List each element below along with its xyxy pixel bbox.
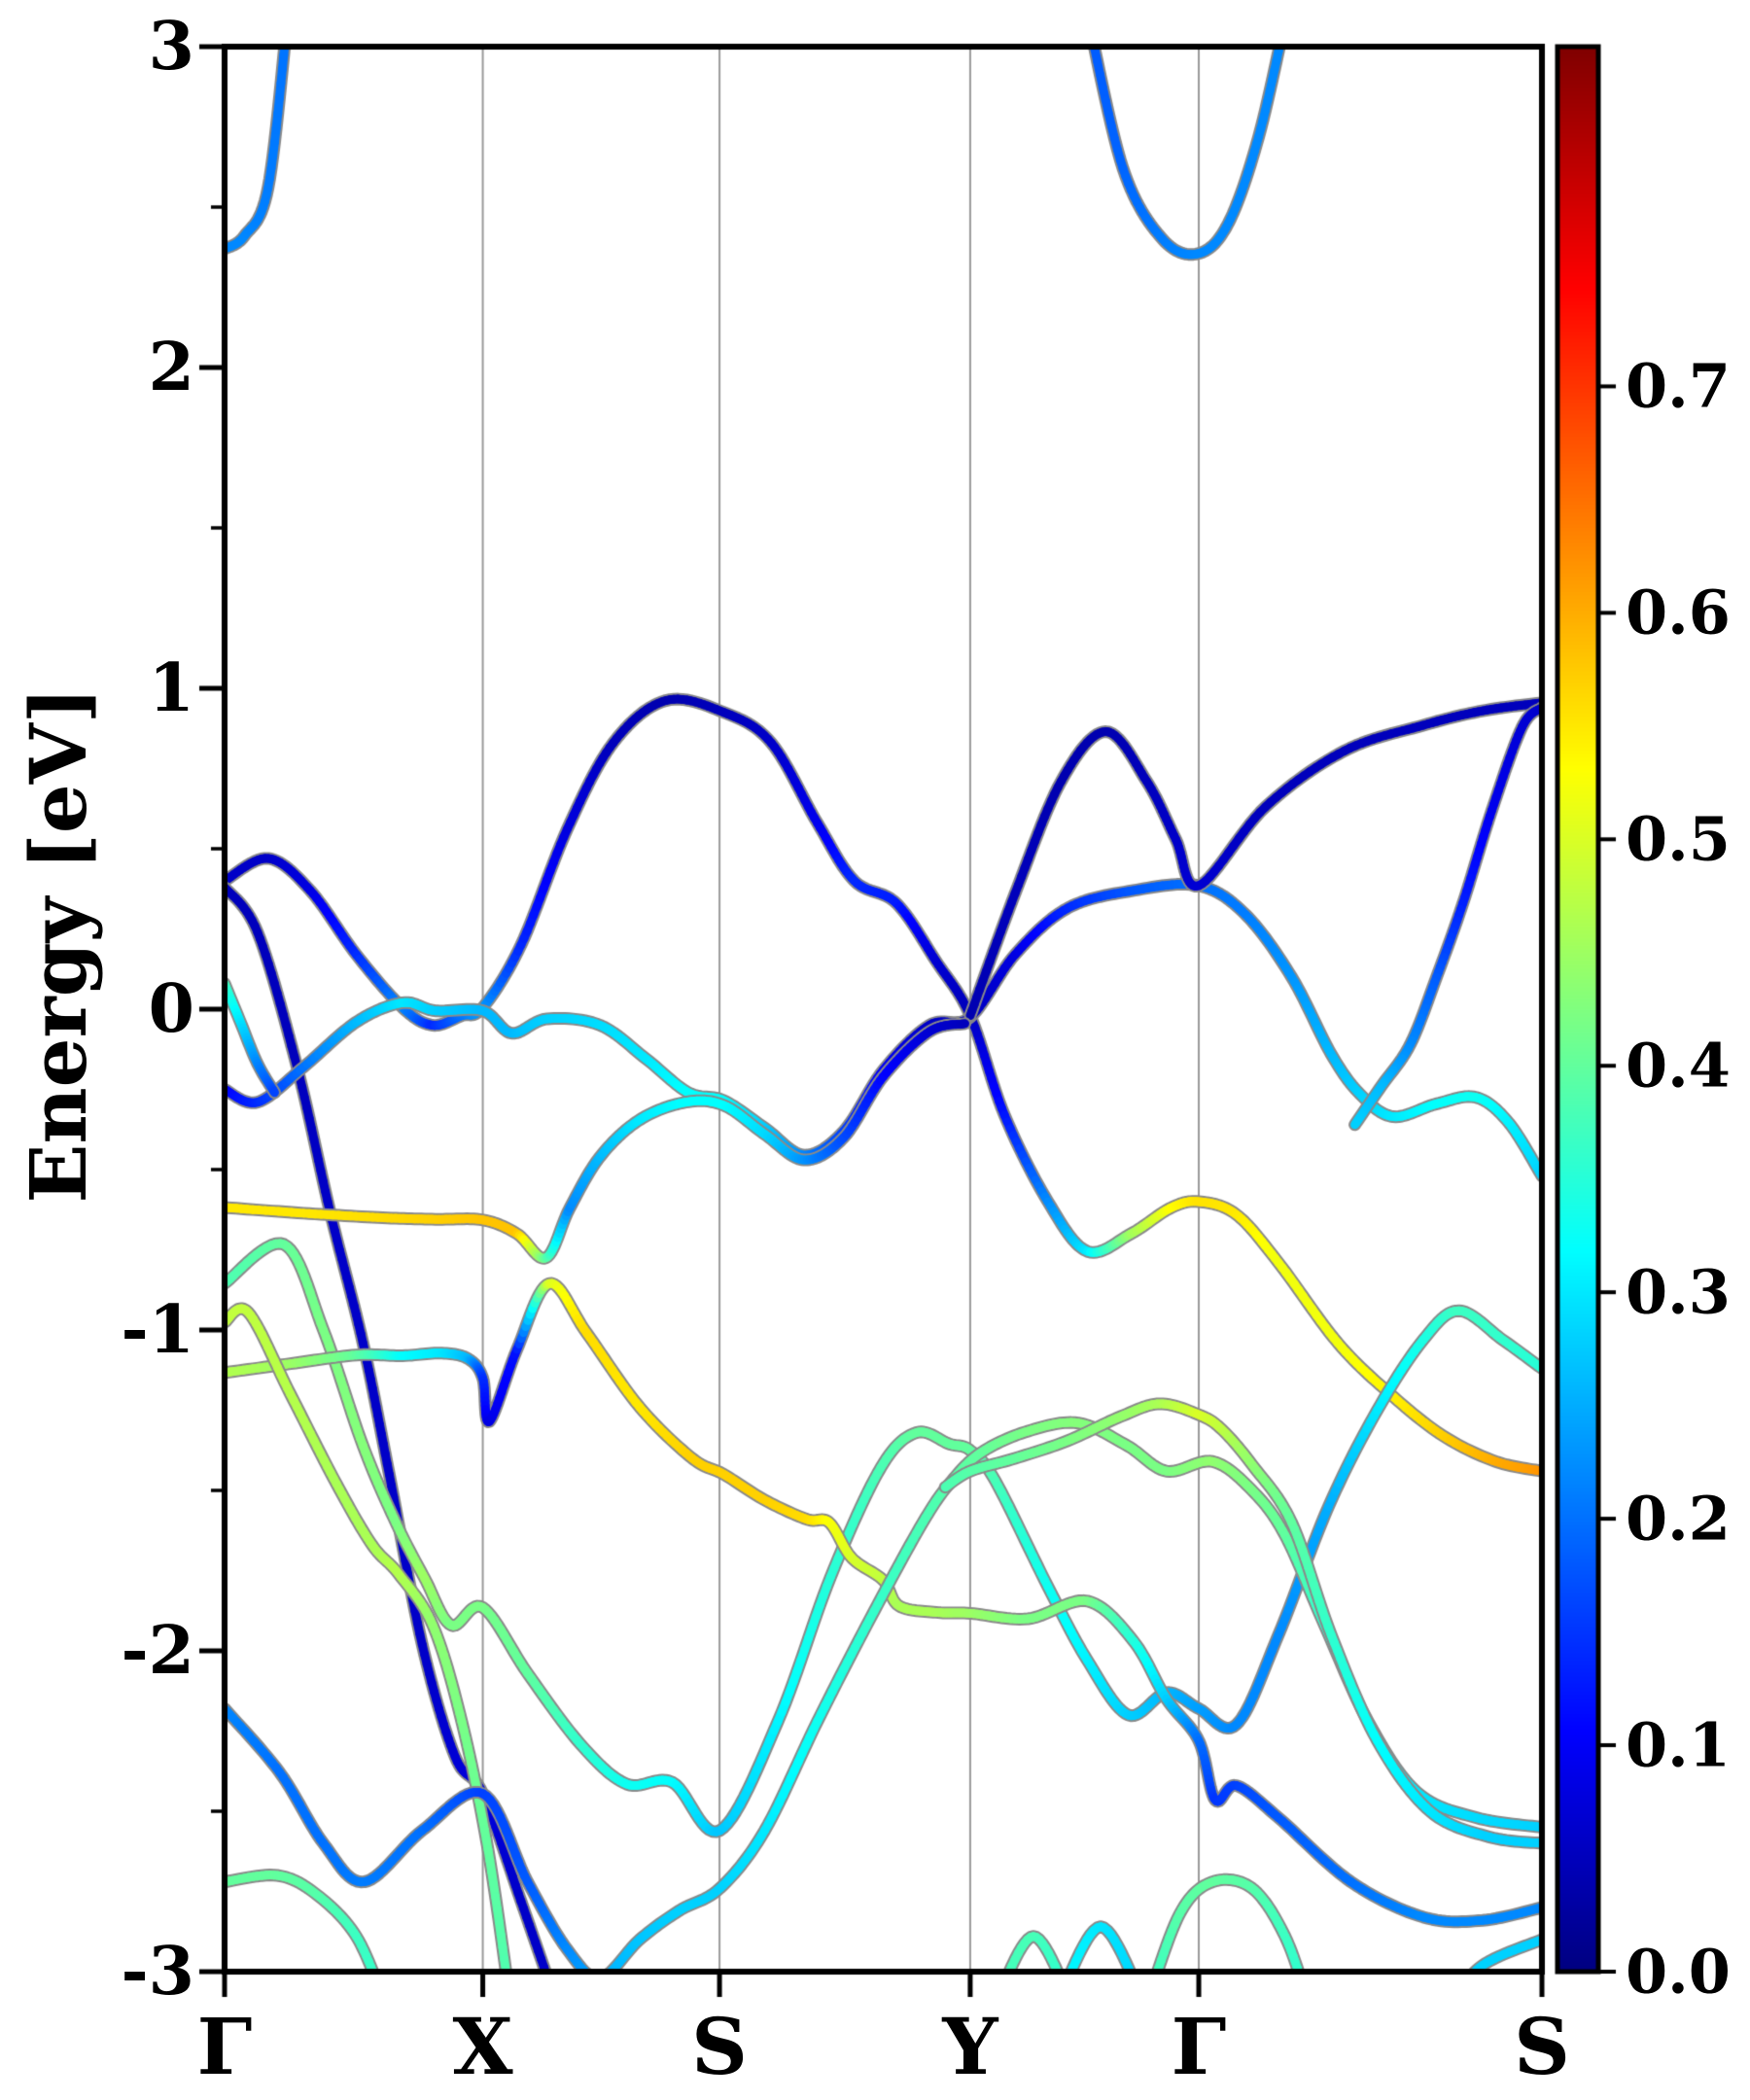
x-tick-label: S xyxy=(1514,2001,1570,2092)
colorbar-tick-label: 0.6 xyxy=(1626,577,1731,648)
y-axis-title: Energy [eV] xyxy=(13,686,104,1204)
x-tick-label: Γ xyxy=(196,2001,253,2092)
y-tick-label: -1 xyxy=(121,1291,194,1369)
y-tick-label: 0 xyxy=(148,970,194,1048)
colorbar-tick-label: 0.1 xyxy=(1626,1709,1731,1781)
colorbar-tick-label: 0.7 xyxy=(1626,350,1731,422)
y-tick-label: 2 xyxy=(148,329,194,406)
x-tick-label: Y xyxy=(942,2001,998,2092)
colorbar-tick-label: 0.4 xyxy=(1626,1030,1731,1102)
x-tick-label: S xyxy=(691,2001,748,2092)
y-tick-label: 1 xyxy=(148,649,194,727)
y-tick-label: -2 xyxy=(121,1612,194,1690)
colorbar-tick-label: 0.2 xyxy=(1626,1483,1731,1555)
colorbar-tick-label: 0.5 xyxy=(1626,803,1731,875)
x-tick-label: Γ xyxy=(1171,2001,1227,2092)
y-tick-label: -3 xyxy=(121,1933,194,2011)
colorbar-tick-label: 0.0 xyxy=(1626,1936,1731,2008)
x-tick-label: X xyxy=(452,2001,513,2092)
y-tick-label: 3 xyxy=(148,8,194,86)
colorbar-tick-label: 0.3 xyxy=(1626,1256,1731,1328)
